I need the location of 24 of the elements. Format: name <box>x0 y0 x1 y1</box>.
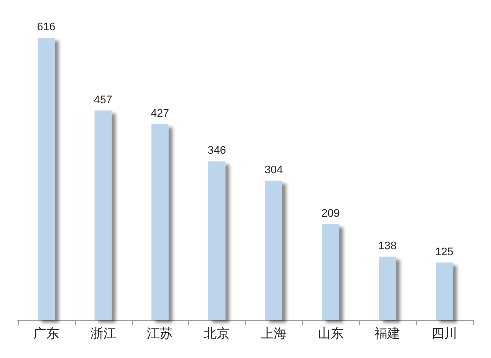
x-tick-label: 江苏 <box>147 327 174 342</box>
data-label: 427 <box>151 108 170 120</box>
data-label: 304 <box>264 164 284 176</box>
data-label: 616 <box>37 22 56 34</box>
x-tick-label: 四川 <box>432 327 458 342</box>
bar <box>38 38 55 320</box>
bar <box>379 256 396 320</box>
x-tick-label: 广东 <box>33 327 60 342</box>
x-tick-label: 北京 <box>204 327 230 342</box>
data-label: 457 <box>94 94 112 106</box>
x-tick-label: 福建 <box>374 327 401 342</box>
data-label: 138 <box>378 240 397 252</box>
data-label: 346 <box>208 145 226 158</box>
x-tick-label: 上海 <box>260 327 287 342</box>
bar <box>265 180 282 320</box>
bar <box>94 110 112 320</box>
bar <box>436 262 454 320</box>
bar <box>208 162 226 320</box>
data-label: 125 <box>435 246 454 258</box>
bar <box>152 124 169 320</box>
x-tick-label: 山东 <box>318 327 344 342</box>
x-tick-label: 浙江 <box>90 327 116 342</box>
bar <box>322 224 340 320</box>
data-label: 209 <box>322 208 340 220</box>
